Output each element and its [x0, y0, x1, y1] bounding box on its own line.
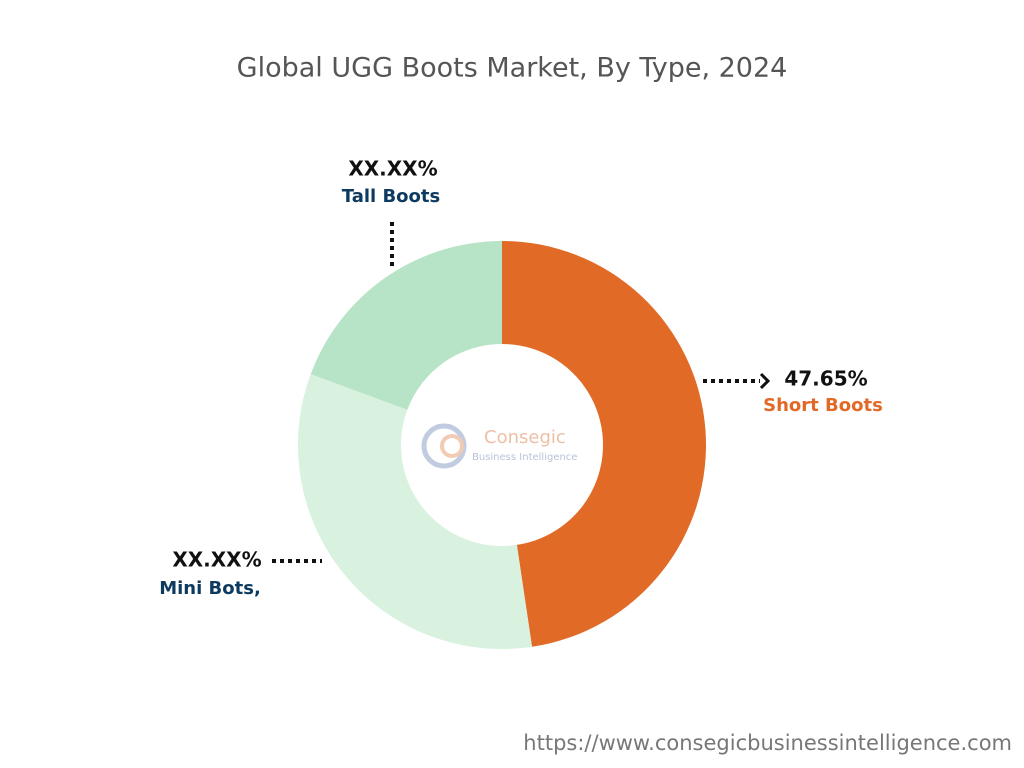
watermark-logo [440, 434, 464, 458]
watermark: Consegic Business Intelligence [421, 423, 577, 469]
slice [502, 241, 707, 647]
chart-title: Global UGG Boots Market, By Type, 2024 [237, 53, 788, 84]
category-label: Short Boots [763, 395, 883, 416]
slice [310, 241, 502, 410]
slice [297, 374, 533, 649]
watermark-tagline: Business Intelligence [472, 452, 577, 463]
watermark-name: Consegic [484, 427, 566, 448]
leader-arrow [759, 372, 771, 390]
category-label: Tall Boots [342, 186, 440, 207]
footer-url: https://www.consegicbusinessintelligence… [523, 731, 1012, 755]
value-label: XX.XX% [172, 548, 261, 572]
category-label: Mini Bots, [159, 578, 261, 599]
value-label: XX.XX% [348, 157, 437, 181]
value-label: 47.65% [784, 367, 867, 391]
